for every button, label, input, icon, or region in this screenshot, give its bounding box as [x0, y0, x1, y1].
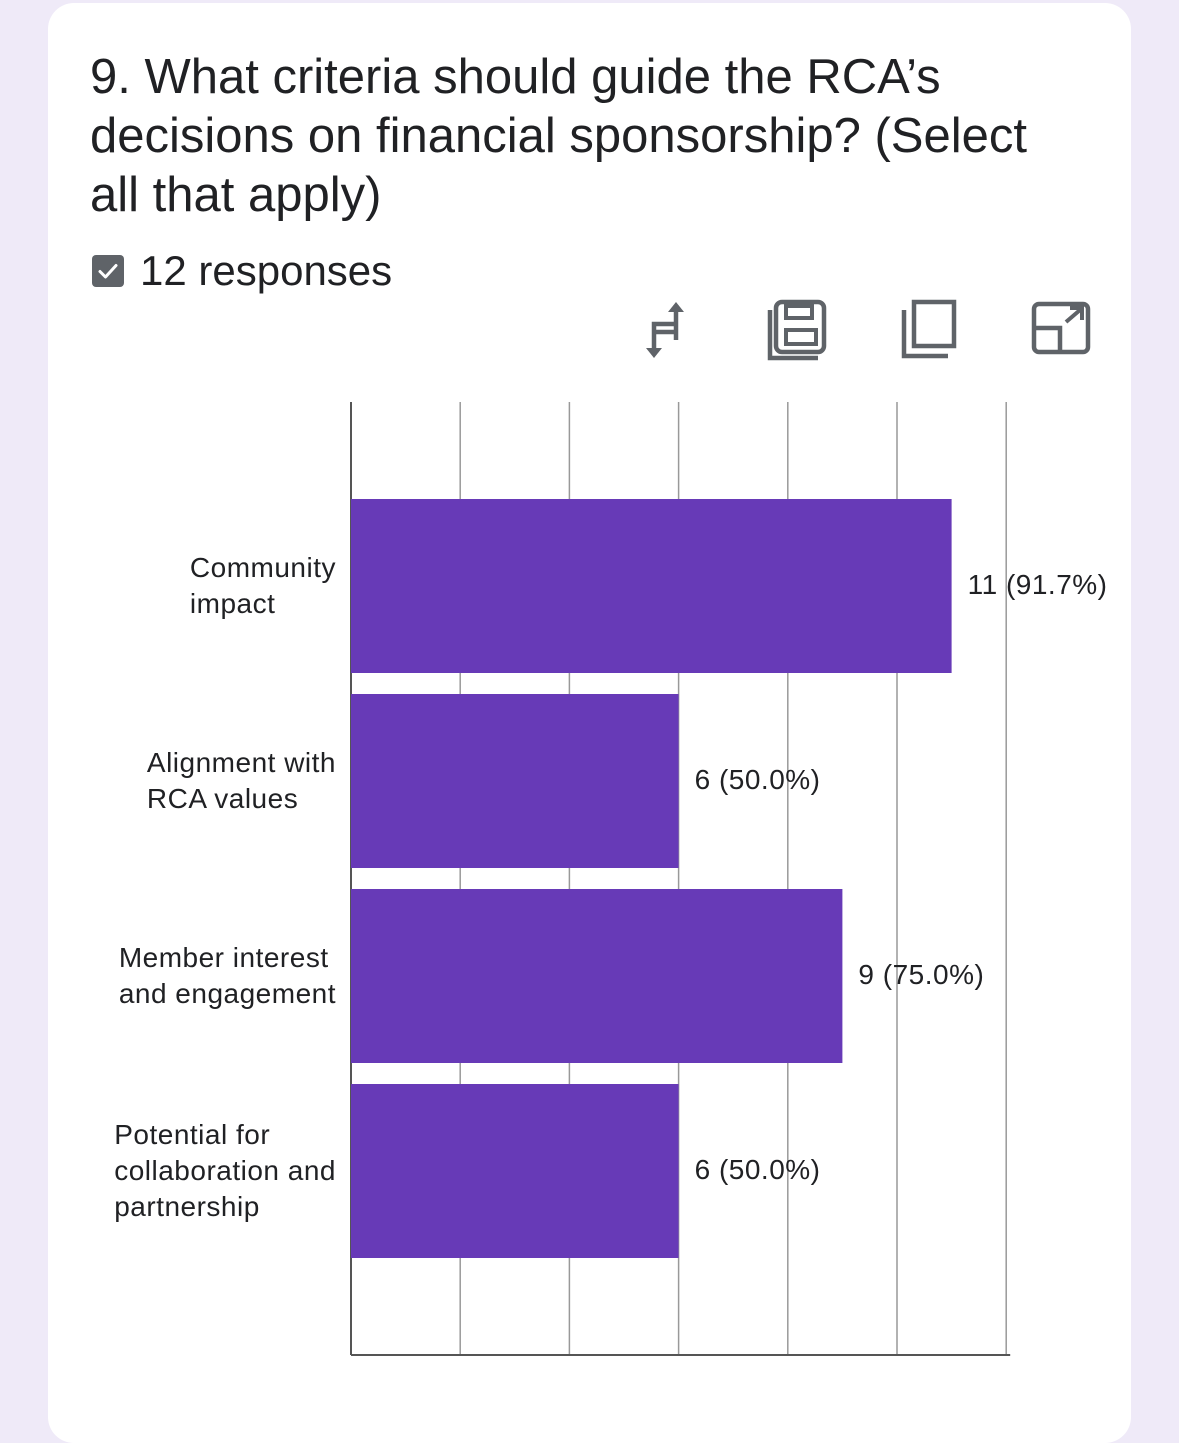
- category-label: Potential for collaboration and partnershi…: [114, 1117, 336, 1225]
- category-label: Community impact: [190, 550, 336, 622]
- bar[interactable]: [351, 1084, 679, 1258]
- category-label-line: Community: [189, 552, 336, 583]
- responses-count: 12 responses: [92, 246, 392, 296]
- bar-value-label: 11 (91.7%): [967, 569, 1108, 600]
- question-title: 9. What criteria should guide the RCA’s …: [90, 50, 1027, 222]
- switch-axes-icon[interactable]: [634, 296, 698, 364]
- category-label: Member interest and engagement: [119, 940, 336, 1012]
- category-label-line: impact: [189, 588, 276, 619]
- bar[interactable]: [351, 499, 952, 673]
- bar[interactable]: [351, 889, 843, 1063]
- responses-label: 12 responses: [140, 247, 393, 294]
- bar-value-label: 6 (50.0%): [694, 764, 821, 795]
- category-label: Alignment with RCA values: [147, 745, 336, 817]
- save-icon[interactable]: [766, 296, 830, 364]
- category-label-line: Potential for: [114, 1119, 271, 1150]
- category-label-line: collaboration and: [114, 1155, 336, 1186]
- checkbox-icon: [92, 255, 124, 287]
- bar-value-label: 6 (50.0%): [694, 1154, 821, 1185]
- category-label-line: Member interest: [118, 942, 329, 973]
- expand-icon[interactable]: [1030, 296, 1094, 364]
- category-label-line: Alignment with: [146, 747, 336, 778]
- category-label-line: and engagement: [118, 978, 336, 1009]
- bar-value-label: 9 (75.0%): [858, 959, 985, 990]
- category-label-line: partnership: [114, 1191, 260, 1222]
- category-label-line: RCA values: [146, 783, 299, 814]
- bar[interactable]: [351, 694, 679, 868]
- copy-icon[interactable]: [898, 296, 962, 364]
